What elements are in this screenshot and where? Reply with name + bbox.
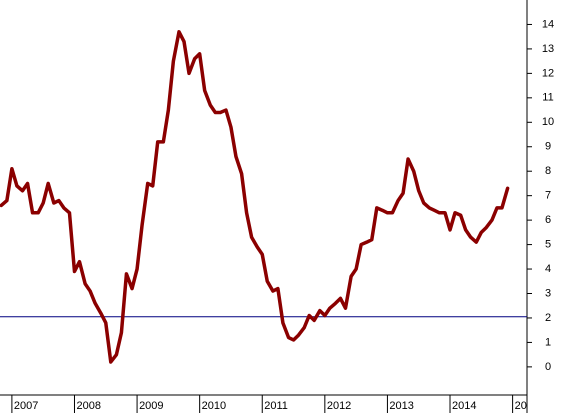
x-tick-label: 2013 — [389, 400, 413, 412]
x-tick-label: 2011 — [264, 400, 288, 412]
x-tick-label: 2012 — [327, 400, 351, 412]
y-tick-label: 3 — [545, 287, 551, 299]
y-tick-label: 4 — [545, 263, 551, 275]
data-line — [0, 30, 510, 364]
y-tick-label: 0 — [545, 361, 551, 373]
y-tick-label: 6 — [545, 214, 551, 226]
y-tick-label: 11 — [542, 92, 553, 104]
y-tick-label: 8 — [545, 165, 551, 177]
x-tick-label: 2009 — [139, 400, 163, 412]
y-tick-label: 10 — [542, 116, 554, 128]
y-tick-label: 5 — [545, 238, 551, 250]
y-tick-label: 13 — [542, 43, 554, 55]
y-tick-label: 12 — [542, 67, 554, 79]
x-tick-label: 2010 — [202, 400, 226, 412]
y-tick-label: 2 — [545, 312, 551, 324]
x-tick-label: 20 — [515, 400, 527, 412]
y-tick-label: 9 — [545, 141, 551, 153]
y-tick-label: 7 — [545, 190, 551, 202]
x-tick-label: 2008 — [76, 400, 100, 412]
y-tick-label: 1 — [545, 336, 551, 348]
x-tick-label: 2014 — [452, 400, 476, 412]
x-tick-label: 2007 — [14, 400, 38, 412]
y-tick-label: 14 — [542, 18, 554, 30]
